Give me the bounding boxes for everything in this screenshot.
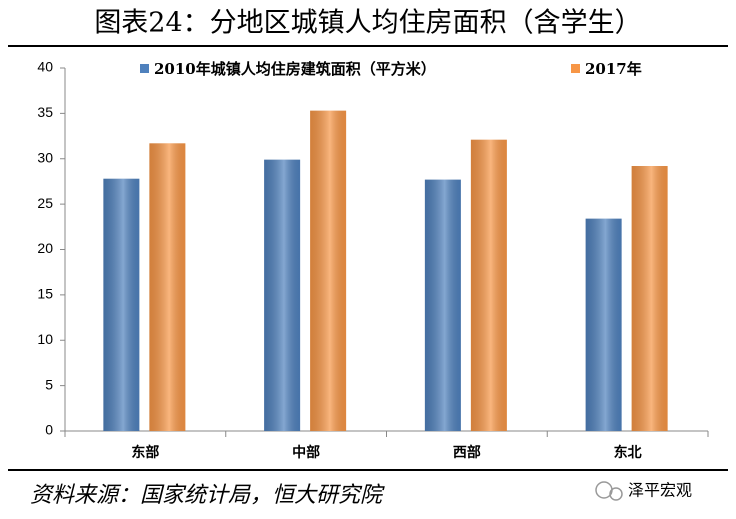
watermark: 泽平宏观 [595,481,692,501]
y-tick-label: 35 [37,104,53,120]
y-tick-label: 20 [37,240,53,256]
x-tick-label: 东部 [131,444,159,461]
x-tick-label: 西部 [453,444,481,461]
bar-shine [103,178,140,431]
y-tick-label: 5 [45,376,53,392]
y-tick-label: 40 [37,59,53,75]
bar-shine [631,166,668,431]
chart-title: 图表24：分地区城镇人均住房面积（含学生） [94,8,641,39]
y-tick-label: 30 [37,149,53,165]
bar-shine [424,179,461,431]
y-tick-label: 10 [37,331,53,347]
x-tick-label: 东北 [614,444,642,461]
y-tick-label: 15 [37,286,53,302]
watermark-text: 泽平宏观 [628,481,692,500]
legend-swatch [140,64,149,73]
bar-shine [585,218,622,431]
y-tick-label: 25 [37,195,53,211]
bar-shine [149,143,186,431]
bar-shine [310,110,347,431]
source-note: 资料来源：国家统计局，恒大研究院 [30,483,385,508]
y-tick-label: 0 [45,422,53,438]
bar-shine [264,159,301,431]
legend-label: 2010年城镇人均住房建筑面积（平方米） [154,60,436,78]
watermark-icon [609,487,623,501]
legend-swatch [571,64,580,73]
x-tick-label: 中部 [292,444,320,461]
legend-label: 2017年 [585,60,642,78]
bar-shine [470,139,507,431]
